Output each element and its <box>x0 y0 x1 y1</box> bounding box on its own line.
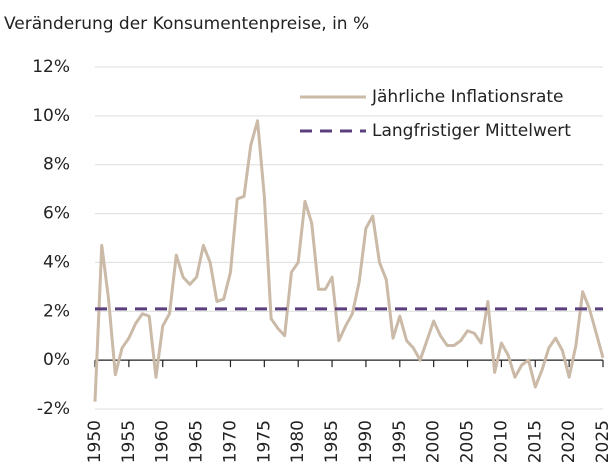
x-tick-label: 1960 <box>153 420 173 463</box>
y-tick-label: 2% <box>43 301 70 321</box>
x-tick-label: 2015 <box>525 420 545 463</box>
y-tick-label: 10% <box>32 106 70 126</box>
x-tick-label: 2020 <box>559 420 579 463</box>
legend-label: Jährliche Inflationsrate <box>371 87 564 107</box>
x-tick-label: 1980 <box>288 420 308 463</box>
x-tick-label: 1970 <box>220 420 240 463</box>
y-tick-label: -2% <box>37 399 70 419</box>
y-tick-label: 4% <box>43 252 70 272</box>
x-tick-label: 1965 <box>187 420 207 463</box>
x-tick-label: 1950 <box>85 420 105 463</box>
y-tick-label: 12% <box>32 57 70 77</box>
series-line <box>93 119 605 402</box>
x-tick-label: 1975 <box>254 420 274 463</box>
y-tick-label: 0% <box>43 350 70 370</box>
chart-title: Veränderung der Konsumentenpreise, in % <box>4 14 369 34</box>
x-tick-label: 1955 <box>119 420 139 463</box>
x-tick-label: 1995 <box>390 420 410 463</box>
x-tick-label: 2025 <box>593 420 613 463</box>
x-tick-label: 2000 <box>424 420 444 463</box>
x-tick-label: 2010 <box>491 420 511 463</box>
x-tick-label: 1985 <box>322 420 342 463</box>
y-tick-label: 8% <box>43 155 70 175</box>
y-tick-label: 6% <box>43 204 70 224</box>
x-tick-label: 1990 <box>356 420 376 463</box>
legend-label: Langfristiger Mittelwert <box>372 121 571 141</box>
x-tick-label: 2005 <box>458 420 478 463</box>
